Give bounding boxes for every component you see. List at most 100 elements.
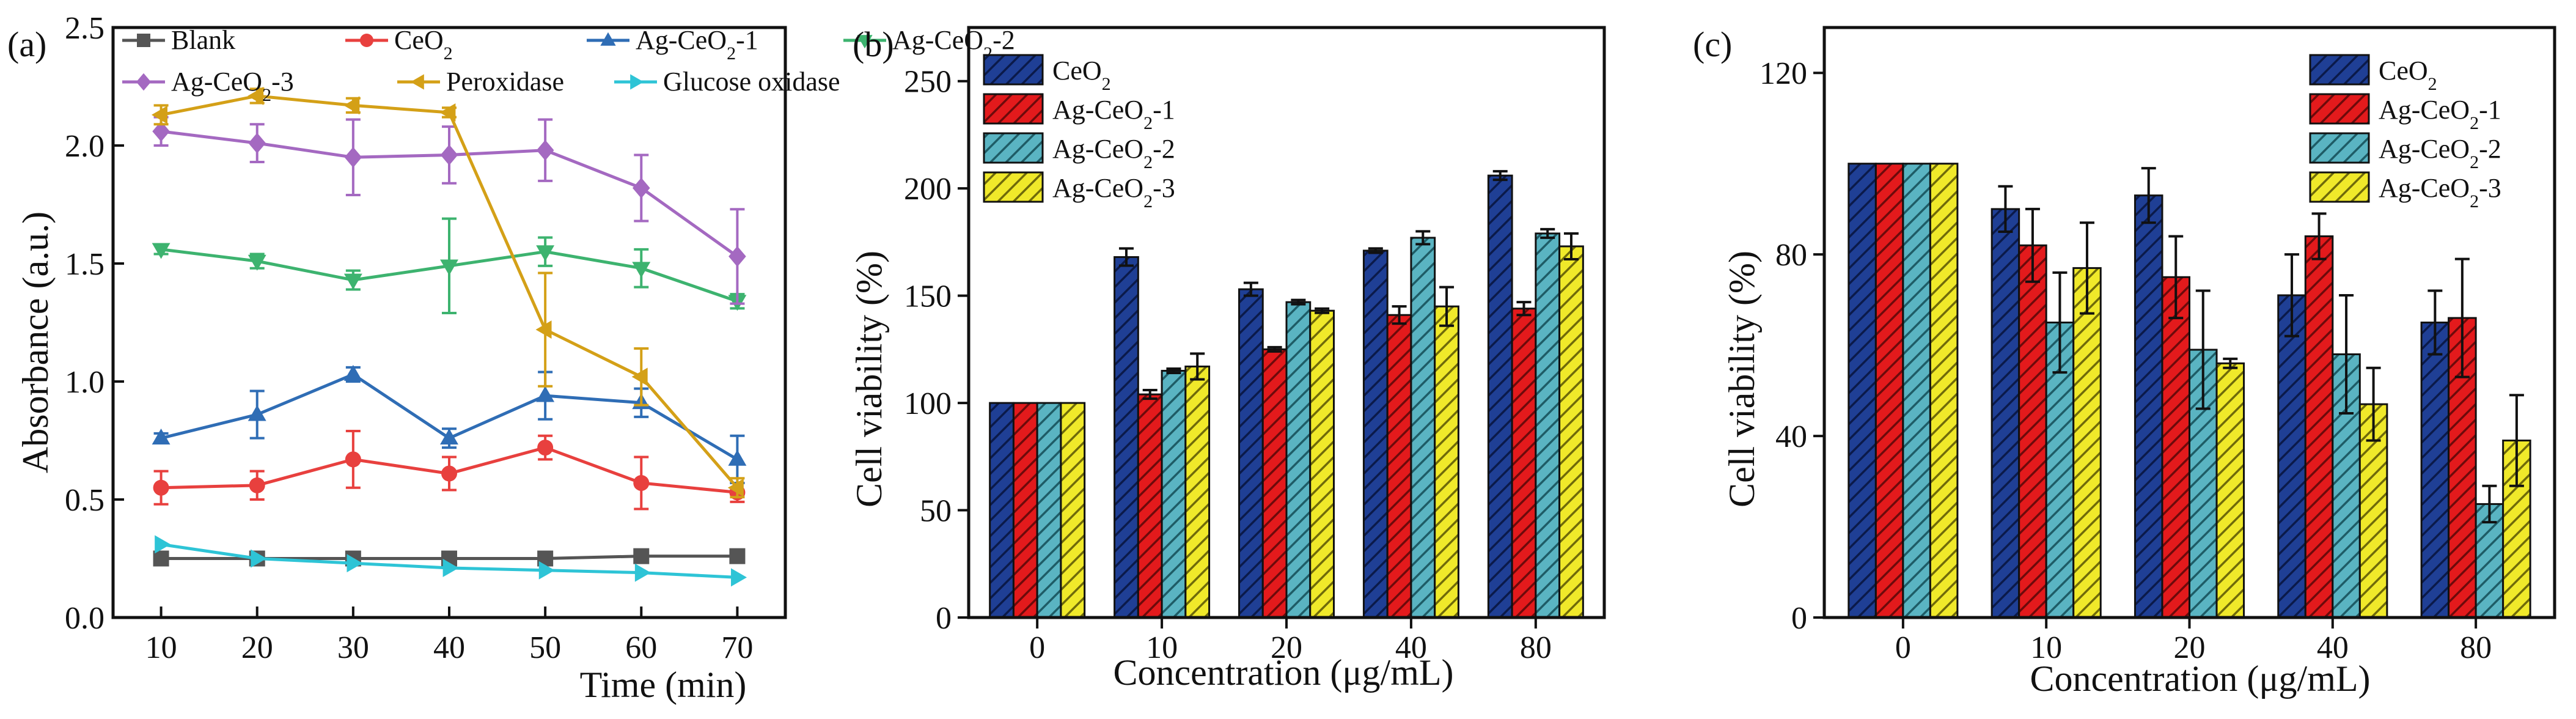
panel-b-legend-label: CeO2 (1052, 56, 1111, 94)
panel-a-legend-marker (136, 73, 152, 91)
panel-a-x-tick-label: 10 (145, 630, 177, 665)
panel-b-y-tick-label: 50 (920, 494, 952, 529)
panel-b-label: (b) (853, 24, 894, 64)
panel-a-point (536, 139, 554, 161)
panel-b-legend-label-main: CeO (1052, 56, 1102, 86)
panel-c-x-tick-label: 80 (2460, 630, 2492, 665)
panel-c-legend-label-tail: -3 (2479, 173, 2501, 203)
panel-a-legend-item: CeO2 (345, 25, 453, 64)
panel-b-ticks: 0 10 20 40 80 0 50 100 150 200 250 (904, 65, 1552, 665)
panel-a-y-tick-label: 1.5 (65, 247, 105, 282)
panel-a-point (441, 465, 457, 482)
panel-a-point (536, 386, 555, 402)
panel-a-x-tick-label: 50 (529, 630, 561, 665)
panel-a-legend-label-main: Blank (171, 25, 235, 55)
panel-b-series-2 (1036, 227, 1561, 619)
panel-c-legend-swatch (2309, 171, 2370, 203)
panel-a-point (632, 177, 650, 199)
panel-a-point (153, 479, 169, 496)
panel-b-x-axis-title: Concentration (μg/mL) (1113, 652, 1453, 693)
panel-a-point (249, 477, 265, 493)
panel-c-frame (1822, 26, 2556, 619)
panel-a-legend-label-main: CeO (394, 25, 444, 55)
panel-a-legend-label: Blank (171, 25, 235, 55)
panel-b-bar (1386, 314, 1412, 619)
panel-c-legend-label: Ag-CeO2-2 (2379, 134, 2501, 172)
panel-a-x-tick-label: 60 (625, 630, 657, 665)
panel-b-bar (1012, 402, 1038, 619)
panel-a-point (729, 548, 746, 564)
panel-c-x-tick-label: 10 (2030, 630, 2062, 665)
panel-c-series-1 (1874, 163, 2477, 619)
panel-b-bar (1309, 309, 1335, 619)
panel-a-point (343, 273, 362, 290)
panel-c-bar (2304, 235, 2334, 619)
panel-a-point (536, 245, 555, 262)
panel-a-ticks: 10 20 30 40 50 60 70 0.0 0.5 1.0 1.5 2.0 2.5 (65, 11, 753, 665)
panel-a-point (633, 474, 650, 491)
panel-b-legend-swatch (983, 93, 1044, 125)
panel-b-series-0 (989, 170, 1513, 619)
panel-c-bar (2215, 362, 2245, 619)
panel-a-x-tick-label: 40 (433, 630, 465, 665)
panel-b-legend-swatch (983, 54, 1044, 86)
panel-c-legend-label-main: Ag-CeO (2379, 134, 2470, 164)
panel-a-point (152, 120, 170, 142)
panel-b-legend-label-tail: -2 (1153, 134, 1175, 164)
panel-a: (a) Time (min) Absorbance (a.u.) 10 20 30 4… (7, 11, 1015, 705)
panel-a-series-6 (155, 535, 747, 587)
panel-c-y-tick-label: 80 (1775, 238, 1807, 273)
panel-a-legend-label-sub: 2 (262, 85, 271, 105)
panel-c-legend-label-main: Ag-CeO (2379, 173, 2470, 203)
panel-c-bar (2018, 244, 2047, 619)
panel-b-legend-item: Ag-CeO2-3 (983, 171, 1175, 212)
panel-b-x-tick-label: 80 (1520, 630, 1552, 665)
panel-c-legend-swatch (2309, 132, 2370, 164)
panel-a-y-tick-label: 0.5 (65, 483, 105, 518)
panel-b-series-3 (1060, 232, 1584, 619)
panel-c-legend-label-sub: 2 (2470, 191, 2479, 212)
panel-a-point (345, 451, 361, 468)
panel-b-bar (1036, 402, 1062, 619)
panel-a-legend-marker (630, 74, 644, 90)
panel-c-legend-label-sub: 2 (2428, 74, 2437, 94)
panel-c-legend-item: CeO2 (2309, 54, 2437, 94)
panel-b-y-axis-title: Cell viability (%) (849, 251, 889, 507)
panel-b-legend-item: CeO2 (983, 54, 1111, 94)
panel-a-legend-item: Peroxidase (397, 67, 564, 97)
panel-b-legend-label: Ag-CeO2-3 (1052, 173, 1175, 212)
panel-c-legend-label-tail: -1 (2479, 95, 2501, 125)
panel-a-legend-label-sub: 2 (444, 43, 453, 64)
panel-a-legend-label-sub: 2 (727, 43, 736, 64)
panel-a-y-tick-label: 2.5 (65, 11, 105, 46)
panel-b-legend-label: Ag-CeO2-1 (1052, 95, 1175, 133)
panel-a-legend-label-main: Glucose oxidase (663, 67, 840, 97)
panel-b-bar (1487, 174, 1513, 619)
panel-c-legend-label: CeO2 (2379, 56, 2437, 94)
panel-b-bar (1285, 301, 1312, 619)
panel-a-point (631, 367, 648, 386)
panel-a-legend-label-tail: -3 (271, 67, 294, 97)
panel-a-point (248, 86, 264, 105)
panel-a-legend-marker (410, 74, 424, 90)
panel-b-bar (1535, 232, 1561, 619)
panel-b-legend-label-sub: 2 (1102, 74, 1111, 94)
panel-a-point (731, 568, 747, 587)
panel-b: (b) Concentration (μg/mL) Cell viability… (849, 24, 1606, 693)
panel-c-legend-swatch (2309, 93, 2370, 125)
panel-a-legend-marker (360, 34, 373, 47)
panel-a-point (728, 246, 746, 267)
panel-a-point (347, 554, 363, 573)
panel-b-bar (1558, 245, 1584, 619)
panel-c-bar (1929, 163, 1959, 619)
panel-a-point (153, 550, 169, 567)
panel-b-bar (989, 402, 1015, 619)
panel-c-legend-label: Ag-CeO2-3 (2379, 173, 2501, 212)
panel-a-plot (151, 86, 747, 587)
panel-c-bar (2161, 276, 2191, 619)
panel-b-y-tick-label: 100 (904, 386, 952, 421)
panel-c-bar (1874, 163, 1904, 619)
panel-c-legend-swatch (2309, 54, 2370, 86)
panel-c-y-tick-label: 40 (1775, 419, 1807, 454)
